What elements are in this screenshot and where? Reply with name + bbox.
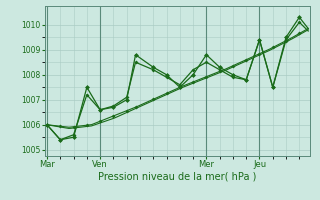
X-axis label: Pression niveau de la mer( hPa ): Pression niveau de la mer( hPa ) [99,172,257,182]
